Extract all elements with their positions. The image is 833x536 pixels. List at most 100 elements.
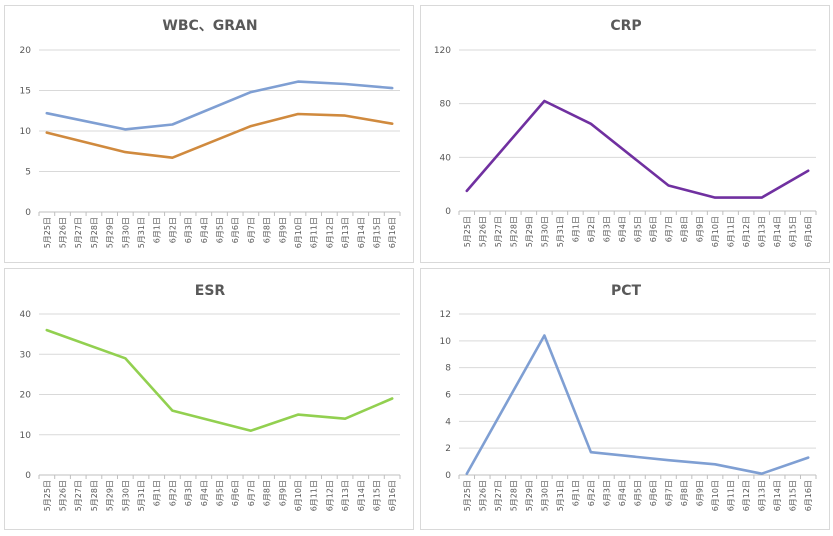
x-tick-label: 6月10日 — [711, 480, 720, 511]
crp-chart-panel: CRP 0 40 80 120 5月25日 5月26日 5月27日 5月28日 5月29日 5月30… — [420, 5, 830, 263]
y-tick-label: 8 — [445, 364, 451, 374]
x-tick-label: 5月27日 — [74, 480, 83, 511]
x-tick-label: 6月6日 — [231, 217, 240, 243]
y-tick-label: 0 — [445, 207, 451, 217]
y-tick-label: 15 — [20, 87, 31, 97]
x-tick-label: 6月2日 — [168, 480, 177, 506]
x-tick-label: 6月11日 — [727, 216, 736, 247]
series-line — [45, 328, 394, 432]
x-tick-label: 5月29日 — [525, 480, 534, 511]
chart-title: ESR — [195, 283, 226, 299]
x-tick-label: 6月4日 — [200, 480, 209, 506]
y-tick-label: 5 — [25, 168, 31, 178]
y-tick-label: 20 — [20, 46, 32, 56]
y-tick-label: 10 — [20, 127, 32, 137]
y-tick-label: 10 — [440, 337, 452, 347]
x-tick-label: 5月25日 — [43, 217, 52, 248]
y-tick-label: 10 — [20, 431, 32, 441]
x-tick-label: 6月15日 — [372, 217, 381, 248]
x-tick-label: 6月5日 — [216, 480, 225, 506]
x-tick-label: 5月25日 — [43, 480, 52, 511]
x-tick-label: 6月7日 — [665, 480, 674, 506]
x-tick-label: 6月10日 — [294, 217, 303, 248]
y-tick-label: 120 — [434, 46, 451, 56]
x-tick-label: 5月27日 — [494, 216, 503, 247]
x-tick-label: 5月28日 — [509, 480, 518, 511]
x-tick-label: 6月16日 — [804, 480, 813, 511]
x-tick-label: 6月10日 — [711, 216, 720, 247]
x-tick-label: 5月31日 — [556, 480, 565, 511]
x-tick-label: 5月28日 — [509, 216, 518, 247]
x-tick-label: 6月7日 — [247, 217, 256, 243]
chart-svg: WBC、GRAN 0 5 10 15 20 5月25日 5月26日 5月27日 5月28日 5月29… — [20, 18, 401, 248]
x-tick-label: 6月13日 — [758, 480, 767, 511]
x-tick-label: 6月1日 — [571, 216, 580, 242]
chart-svg: CRP 0 40 80 120 5月25日 5月26日 5月27日 5月28日 5月29日 5月30… — [434, 18, 817, 247]
chart-svg: PCT 0 2 4 6 8 10 12 5月25日 5月26日 5月27日 5月28日 5月29日 5月3… — [440, 283, 817, 511]
x-tick-label: 6月3日 — [602, 480, 611, 506]
x-tick-label: 6月9日 — [278, 217, 287, 243]
series-line — [45, 112, 394, 159]
x-tick-label: 5月30日 — [540, 216, 549, 247]
esr-chart-panel: ESR 0 10 20 30 40 5月25日 5月26日 5月27日 5月28日 5月29日 5月3… — [4, 268, 414, 530]
x-tick-label: 6月8日 — [263, 480, 272, 506]
x-tick-label: 5月30日 — [540, 480, 549, 511]
x-tick-label: 6月2日 — [587, 216, 596, 242]
x-tick-label: 6月7日 — [665, 216, 674, 242]
pct-chart-panel: PCT 0 2 4 6 8 10 12 5月25日 5月26日 5月27日 5月28日 5月29日 5月3… — [420, 268, 830, 530]
x-tick-label: 5月31日 — [137, 217, 146, 248]
x-tick-label: 6月5日 — [634, 480, 643, 506]
x-tick-label: 5月25日 — [463, 480, 472, 511]
x-tick-label: 6月1日 — [571, 480, 580, 506]
y-tick-label: 0 — [25, 471, 31, 481]
x-tick-label: 6月8日 — [680, 216, 689, 242]
x-tick-label: 5月30日 — [121, 480, 130, 511]
x-tick-label: 6月4日 — [618, 480, 627, 506]
x-tick-label: 6月12日 — [325, 217, 334, 248]
x-tick-label: 6月3日 — [184, 217, 193, 243]
x-tick-label: 6月12日 — [742, 480, 751, 511]
x-tick-label: 5月29日 — [106, 217, 115, 248]
x-tick-label: 6月12日 — [325, 480, 334, 511]
series-line — [465, 99, 810, 199]
chart-title: CRP — [610, 18, 641, 34]
x-tick-label: 6月9日 — [278, 480, 287, 506]
x-tick-label: 6月7日 — [247, 480, 256, 506]
x-tick-label: 6月15日 — [789, 480, 798, 511]
x-tick-label: 6月16日 — [804, 216, 813, 247]
y-tick-label: 40 — [440, 153, 452, 163]
x-tick-label: 5月31日 — [137, 480, 146, 511]
x-tick-label: 6月13日 — [341, 480, 350, 511]
x-tick-label: 6月6日 — [649, 480, 658, 506]
chart-svg: ESR 0 10 20 30 40 5月25日 5月26日 5月27日 5月28日 5月29日 5月3… — [20, 283, 401, 511]
x-tick-label: 5月29日 — [525, 216, 534, 247]
x-tick-label: 6月8日 — [680, 480, 689, 506]
x-tick-label: 6月16日 — [388, 480, 397, 511]
x-tick-label: 5月29日 — [106, 480, 115, 511]
x-tick-label: 6月3日 — [602, 216, 611, 242]
x-tick-label: 5月27日 — [74, 217, 83, 248]
x-tick-label: 6月11日 — [727, 480, 736, 511]
x-tick-label: 6月15日 — [789, 216, 798, 247]
x-tick-label: 6月4日 — [200, 217, 209, 243]
x-tick-label: 6月15日 — [372, 480, 381, 511]
y-tick-label: 0 — [445, 471, 451, 481]
x-tick-label: 5月25日 — [463, 216, 472, 247]
x-tick-label: 5月30日 — [121, 217, 130, 248]
x-tick-label: 6月11日 — [310, 480, 319, 511]
x-tick-label: 6月14日 — [773, 216, 782, 247]
y-tick-label: 30 — [20, 350, 32, 360]
x-tick-label: 6月14日 — [357, 480, 366, 511]
x-tick-label: 6月9日 — [696, 480, 705, 506]
x-tick-label: 6月11日 — [310, 217, 319, 248]
y-tick-label: 6 — [445, 391, 451, 401]
x-tick-label: 6月14日 — [357, 217, 366, 248]
x-tick-label: 6月14日 — [773, 480, 782, 511]
chart-title: WBC、GRAN — [162, 18, 257, 34]
x-tick-label: 5月31日 — [556, 216, 565, 247]
x-tick-label: 6月9日 — [696, 216, 705, 242]
x-tick-label: 6月8日 — [263, 217, 272, 243]
x-tick-label: 5月26日 — [59, 480, 68, 511]
x-tick-label: 6月1日 — [153, 217, 162, 243]
x-tick-label: 6月13日 — [341, 217, 350, 248]
